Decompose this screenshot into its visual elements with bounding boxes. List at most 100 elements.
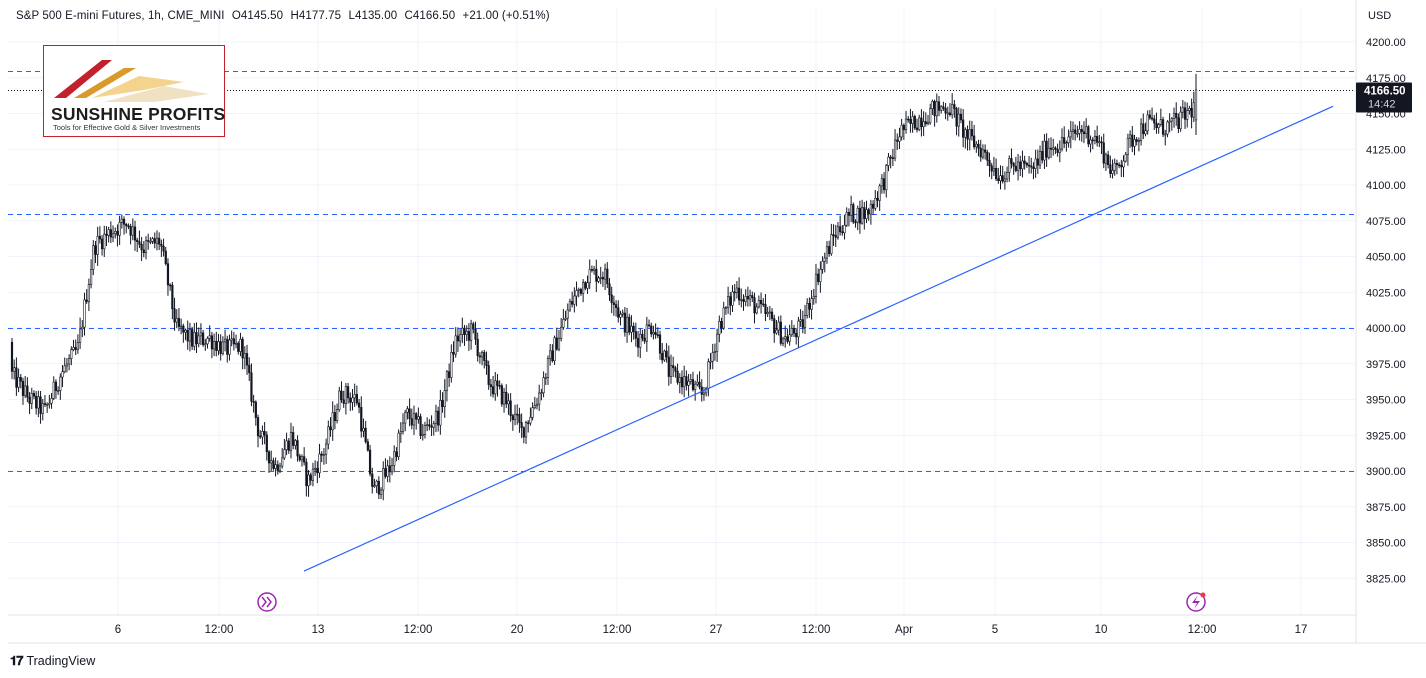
candle-body — [1023, 160, 1026, 164]
candle-body — [320, 453, 323, 456]
candle-body — [1111, 170, 1114, 174]
candle-body — [26, 385, 29, 398]
candle-body — [1043, 140, 1046, 161]
candle-body — [913, 116, 916, 129]
candle-body — [52, 381, 55, 399]
candle-body — [1172, 112, 1176, 119]
candle-body — [777, 321, 780, 331]
candle-body — [962, 119, 965, 138]
candle-body — [986, 152, 989, 161]
candle-body — [599, 276, 602, 279]
candle-body — [731, 291, 734, 306]
support-trendline[interactable] — [303, 105, 1334, 572]
candle-body — [96, 235, 99, 255]
lightning-icon[interactable] — [1186, 592, 1206, 612]
candle-body — [841, 231, 844, 234]
candle-body — [707, 361, 710, 389]
candle-body — [489, 384, 492, 387]
candle-body — [289, 432, 293, 451]
candle-body — [647, 324, 651, 327]
candle-body — [641, 333, 644, 339]
candle-body — [979, 147, 982, 158]
candle-body — [331, 412, 334, 431]
candle-body — [502, 391, 506, 405]
candle-body — [340, 390, 343, 401]
candle-body — [50, 398, 53, 404]
candle-body — [133, 226, 137, 241]
candle-body — [546, 358, 550, 378]
candle-body — [977, 143, 980, 149]
candle-body — [1025, 163, 1028, 166]
candle-body — [1008, 158, 1011, 173]
sunshine-profits-logo: SUNSHINE PROFITS Tools for Effective Gol… — [43, 45, 225, 137]
price-tick-label: 4175.00 — [1366, 73, 1406, 85]
candle-body — [553, 337, 556, 362]
candle-body — [737, 287, 741, 301]
candle-body — [573, 295, 576, 305]
candle-body — [891, 157, 894, 159]
candle-body — [265, 434, 268, 453]
candle-body — [705, 388, 708, 394]
candle-body — [1036, 158, 1039, 166]
tradingview-footer[interactable]: 𝟏𝟕 TradingView — [10, 653, 95, 669]
candle-body — [830, 234, 833, 254]
candle-body — [856, 207, 859, 223]
candle-body — [252, 400, 255, 403]
candle-body — [309, 474, 312, 481]
candle-body — [83, 299, 86, 328]
candle-body — [498, 385, 501, 387]
candle-body — [716, 333, 719, 352]
candle-body — [575, 290, 578, 297]
candle-body — [788, 334, 791, 342]
candle-body — [1126, 137, 1130, 155]
candle-body — [395, 451, 398, 458]
candle-body — [263, 431, 266, 436]
candle-body — [784, 336, 787, 340]
candle-body — [621, 312, 624, 315]
candle-body — [597, 277, 600, 282]
double-chevron-icon[interactable] — [257, 592, 277, 612]
chart-grid — [8, 8, 1355, 615]
candle-body — [711, 352, 714, 362]
candle-body — [1003, 178, 1006, 182]
candle-body — [1034, 158, 1037, 169]
candle-body — [1071, 129, 1075, 132]
candle-body — [821, 261, 824, 270]
candle-body — [810, 298, 813, 310]
candle-body — [388, 465, 391, 473]
candle-body — [43, 403, 47, 405]
candle-body — [797, 320, 800, 338]
candle-body — [116, 231, 119, 236]
candle-body — [208, 335, 211, 339]
candle-body — [1065, 142, 1068, 144]
candle-body — [869, 203, 872, 215]
candle-body — [1179, 111, 1182, 129]
candle-body — [549, 350, 552, 359]
candle-body — [13, 367, 16, 372]
symbol-title[interactable]: S&P 500 E-mini Futures, 1h, CME_MINI — [16, 10, 225, 22]
candle-body — [336, 409, 339, 421]
candle-body — [566, 309, 569, 319]
candle-body — [748, 295, 752, 300]
candle-body — [204, 343, 207, 346]
candle-body — [72, 347, 75, 350]
candle-body — [109, 229, 112, 238]
candle-body — [160, 243, 163, 247]
candle-body — [450, 352, 453, 378]
currency-label[interactable]: USD — [1368, 10, 1392, 22]
candle-body — [142, 249, 145, 254]
candle-body — [953, 104, 956, 109]
candle-body — [1021, 160, 1024, 170]
candle-body — [935, 101, 938, 117]
candle-body — [889, 156, 892, 159]
candle-body — [817, 273, 820, 283]
candle-body — [564, 317, 567, 320]
candle-body — [568, 301, 572, 311]
candle-body — [658, 334, 662, 354]
candle-body — [946, 112, 949, 115]
candle-body — [1166, 121, 1169, 135]
candle-body — [1153, 118, 1156, 124]
candle-body — [505, 391, 508, 405]
